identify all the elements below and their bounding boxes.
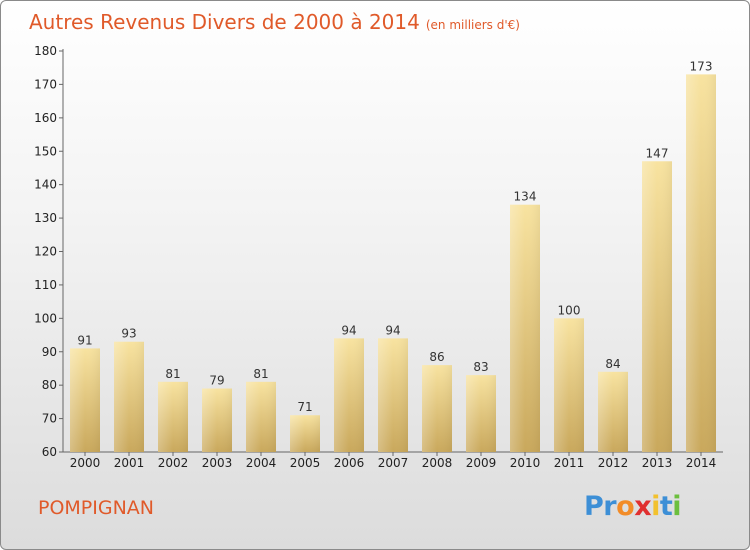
bar: [202, 388, 232, 452]
x-tick-label: 2008: [422, 456, 453, 470]
bar: [246, 381, 276, 452]
y-tick-label: 140: [34, 178, 57, 192]
x-tick-label: 2014: [686, 456, 717, 470]
logo-letter: i: [651, 491, 660, 522]
bar-value-label: 83: [473, 360, 488, 374]
y-tick-label: 90: [42, 345, 57, 359]
bar: [290, 415, 320, 452]
bar-value-label: 84: [605, 357, 620, 371]
y-tick-label: 160: [34, 111, 57, 125]
bar-value-label: 81: [165, 367, 180, 381]
y-tick-label: 100: [34, 311, 57, 325]
bar-value-label: 93: [121, 327, 136, 341]
bar-shade: [246, 381, 276, 452]
bar-value-label: 134: [514, 190, 537, 204]
logo-letter: x: [634, 491, 652, 522]
x-tick-label: 2000: [70, 456, 101, 470]
bar: [554, 318, 584, 452]
bar-value-label: 94: [341, 323, 356, 337]
bar-shade: [202, 388, 232, 452]
axes: 60 70 80 90 100 110 120 130 140 150 160 170 180 2000 2…: [34, 44, 723, 470]
bar-value-label: 173: [690, 59, 713, 73]
bar-shade: [554, 318, 584, 452]
chart-title: Autres Revenus Divers de 2000 à 2014: [29, 10, 420, 34]
y-tick-label: 170: [34, 77, 57, 91]
logo-letter: o: [616, 491, 635, 522]
bar: [70, 348, 100, 452]
bar-shade: [510, 204, 540, 452]
bar: [642, 161, 672, 452]
x-tick-label: 2001: [114, 456, 145, 470]
bar-shade: [422, 365, 452, 452]
bar-value-label: 81: [253, 367, 268, 381]
commune-name: POMPIGNAN: [38, 497, 155, 519]
bar-shade: [466, 375, 496, 452]
y-tick-label: 180: [34, 44, 57, 58]
bar: [378, 338, 408, 452]
bar: [598, 371, 628, 452]
bar: [466, 375, 496, 452]
bars: [70, 74, 716, 453]
bar: [510, 204, 540, 452]
x-tick-label: 2009: [466, 456, 497, 470]
x-tick-label: 2004: [246, 456, 277, 470]
chart-subtitle: (en milliers d'€): [425, 18, 520, 32]
bar: [334, 338, 364, 452]
y-tick-label: 80: [42, 378, 57, 392]
bar-shade: [70, 348, 100, 452]
bar-shade: [334, 338, 364, 452]
bar: [422, 365, 452, 452]
x-tick-label: 2013: [642, 456, 673, 470]
bar-shade: [114, 341, 144, 452]
bar-value-label: 86: [429, 350, 444, 364]
x-tick-label: 2007: [378, 456, 409, 470]
x-tick-label: 2006: [334, 456, 365, 470]
proxiti-logo[interactable]: Proxiti: [584, 491, 682, 522]
bar-shade: [158, 381, 188, 452]
bar-shade: [378, 338, 408, 452]
x-tick-label: 2012: [598, 456, 629, 470]
y-tick-label: 150: [34, 144, 57, 158]
bar-shade: [290, 415, 320, 452]
logo-letter: r: [603, 491, 617, 522]
y-tick-label: 60: [42, 445, 57, 459]
x-tick-label: 2002: [158, 456, 189, 470]
bar-value-label: 71: [297, 400, 312, 414]
bar: [686, 74, 716, 453]
bar-shade: [598, 371, 628, 452]
bar: [158, 381, 188, 452]
x-tick-label: 2010: [510, 456, 541, 470]
data-labels: 91 93 81 79 81 71 94 94 86 83 134 100 84 147 173: [77, 59, 712, 414]
y-tick-label: 110: [34, 278, 57, 292]
y-tick-label: 120: [34, 245, 57, 259]
logo-letter: t: [659, 491, 673, 522]
chart-title-block: Autres Revenus Divers de 2000 à 2014 (en …: [29, 10, 520, 34]
x-tick-label: 2011: [554, 456, 585, 470]
logo-letter: i: [672, 491, 682, 522]
bar-shade: [642, 161, 672, 452]
y-tick-label: 70: [42, 412, 57, 426]
bar-value-label: 100: [558, 303, 581, 317]
logo-letter: P: [584, 491, 604, 522]
x-tick-label: 2005: [290, 456, 321, 470]
bar: [114, 341, 144, 452]
bar-value-label: 147: [646, 146, 669, 160]
y-tick-label: 130: [34, 211, 57, 225]
x-tick-label: 2003: [202, 456, 233, 470]
bar-value-label: 91: [77, 333, 92, 347]
bar-shade: [686, 74, 716, 453]
bar-value-label: 94: [385, 323, 400, 337]
bar-value-label: 79: [209, 374, 224, 388]
